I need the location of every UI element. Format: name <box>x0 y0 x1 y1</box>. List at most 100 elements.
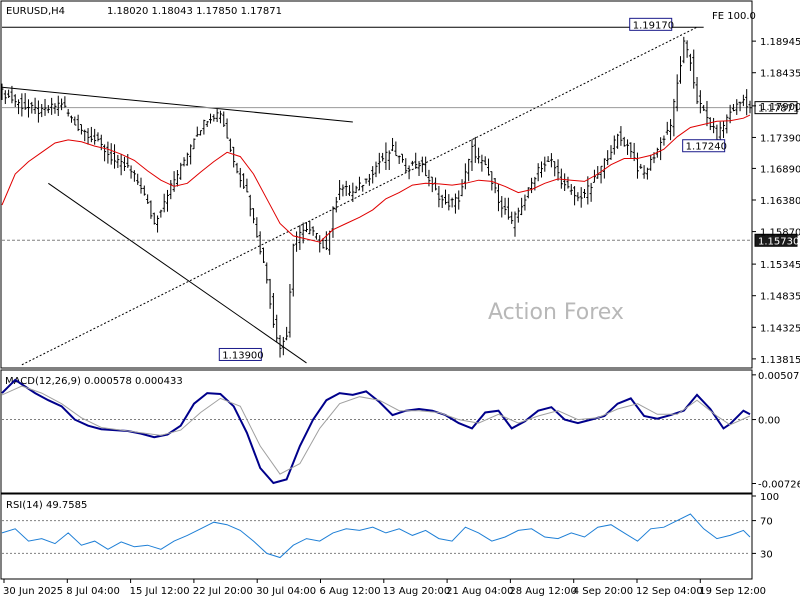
moving-average-line <box>1 114 751 243</box>
price-bar <box>182 157 186 167</box>
price-bar <box>169 180 173 200</box>
price-label-text: 1.19170 <box>633 20 674 31</box>
price-bar <box>384 142 388 170</box>
price-tag-box <box>754 233 798 247</box>
x-tick-label: 8 Jul 04:00 <box>66 586 120 597</box>
price-bar <box>232 146 236 168</box>
price-bar <box>261 247 265 263</box>
price-bar <box>397 155 401 164</box>
price-bar <box>255 217 259 238</box>
price-bar <box>718 121 722 140</box>
price-bar <box>132 170 136 182</box>
price-bar <box>672 98 676 137</box>
x-tick-label: 19 Sep 12:00 <box>699 586 766 597</box>
price-bar <box>281 336 285 356</box>
price-bar <box>165 189 169 212</box>
price-bar <box>36 100 40 123</box>
x-tick-label: 22 Jul 20:00 <box>193 586 253 597</box>
price-bar <box>331 206 335 238</box>
price-bar <box>662 135 666 146</box>
price-bar <box>606 150 610 166</box>
rsi-y-tick-label: 100 <box>760 492 779 503</box>
price-bar <box>215 109 219 123</box>
price-bar <box>400 153 404 163</box>
price-bar <box>324 231 328 251</box>
price-bar <box>659 137 663 161</box>
price-bar <box>629 142 633 158</box>
price-bar <box>622 136 626 147</box>
price-bar <box>175 169 179 187</box>
rsi-title: RSI(14) 49.7585 <box>6 500 87 511</box>
price-bar <box>304 222 308 233</box>
price-label-box <box>682 139 726 153</box>
price-bar <box>579 187 583 208</box>
price-bar <box>258 231 262 255</box>
price-bar <box>460 179 464 197</box>
price-bar <box>483 156 487 166</box>
price-bar <box>56 95 60 117</box>
price-tag-box <box>754 101 798 115</box>
price-bar <box>172 171 176 192</box>
symbol-timeframe: EURUSD,H4 <box>6 6 65 17</box>
price-bar <box>33 97 37 114</box>
price-bar <box>129 165 133 179</box>
price-bar <box>576 192 580 202</box>
price-bar <box>556 159 560 181</box>
price-bar <box>23 93 27 110</box>
price-bar <box>377 152 381 174</box>
price-bar <box>53 103 57 114</box>
price-bar <box>30 101 34 114</box>
price-label: 1.17240 <box>682 139 727 153</box>
price-bar <box>722 120 726 138</box>
y-tick-label: 1.18945 <box>760 37 800 48</box>
price-bar <box>73 116 77 126</box>
price-bar <box>7 89 11 98</box>
price-bar <box>387 150 391 171</box>
price-bar <box>453 193 457 214</box>
price-bar <box>480 154 484 172</box>
price-bar <box>573 186 577 206</box>
macd-plot <box>1 378 751 485</box>
price-bar <box>612 135 616 155</box>
y-tick-label: 1.14835 <box>760 292 800 303</box>
price-bar <box>645 167 649 180</box>
y-tick-label: 1.15870 <box>760 228 800 239</box>
price-bar <box>569 184 573 195</box>
price-bar <box>338 180 342 201</box>
rsi-plot <box>1 513 751 559</box>
price-bar <box>285 326 289 341</box>
main-pane-frame <box>0 0 753 369</box>
macd-y-tick-label: 0.005077 <box>758 371 800 382</box>
price-bar <box>649 154 653 171</box>
price-bar <box>152 212 156 225</box>
price-bar <box>566 176 570 189</box>
x-tick-label: 28 Aug 12:00 <box>509 586 576 597</box>
price-bar <box>93 128 97 145</box>
price-bar <box>314 232 318 240</box>
y-tick-label: 1.16890 <box>760 164 800 175</box>
price-bar <box>89 126 93 143</box>
y-tick-label: 1.16380 <box>760 196 800 207</box>
price-bar <box>10 85 14 104</box>
price-bar <box>185 152 189 166</box>
price-bar <box>156 215 160 233</box>
price-tag: 1.15730 <box>754 233 799 247</box>
price-bar <box>596 166 600 179</box>
price-bar <box>278 335 282 358</box>
price-bar <box>265 262 269 284</box>
price-bar <box>493 178 497 194</box>
price-bar <box>417 161 421 176</box>
price-bar <box>705 100 709 127</box>
price-bar <box>142 185 146 196</box>
price-bar <box>470 139 474 171</box>
price-bar <box>510 211 514 224</box>
price-bar <box>60 98 64 111</box>
price-bar <box>308 220 312 235</box>
price-bar <box>295 231 299 252</box>
price-bar <box>563 173 567 192</box>
x-tick-label: 13 Aug 20:00 <box>383 586 450 597</box>
price-bar <box>20 93 24 117</box>
price-bar <box>357 176 361 191</box>
